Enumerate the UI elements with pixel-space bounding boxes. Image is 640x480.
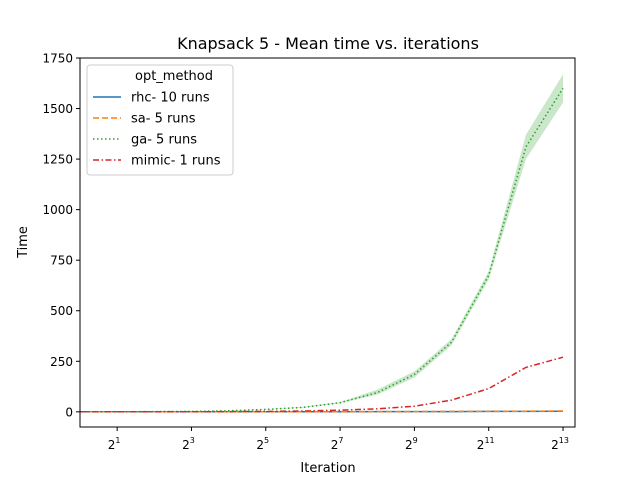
legend-title: opt_method bbox=[135, 69, 213, 84]
x-axis-label: Iteration bbox=[300, 461, 355, 476]
y-tick-label: 1250 bbox=[42, 153, 73, 167]
y-tick-label: 750 bbox=[50, 254, 73, 268]
chart-title: Knapsack 5 - Mean time vs. iterations bbox=[177, 34, 479, 53]
y-tick-label: 500 bbox=[50, 304, 73, 318]
y-tick-label: 250 bbox=[50, 355, 73, 369]
y-tick-label: 1500 bbox=[42, 102, 73, 116]
series-line-4 bbox=[80, 356, 564, 413]
legend-label: rhc- 10 runs bbox=[131, 91, 210, 106]
y-tick-label: 1750 bbox=[42, 52, 73, 66]
legend: opt_method rhc- 10 runs sa- 5 runs ga- 5 r… bbox=[86, 64, 234, 176]
y-axis: 0 250 500 750 1000 1250 1500 1750 bbox=[42, 52, 80, 419]
legend-label: mimic- 1 runs bbox=[131, 154, 221, 169]
y-tick-label: 0 bbox=[65, 405, 73, 419]
legend-box bbox=[86, 64, 234, 176]
y-tick-label: 1000 bbox=[42, 203, 73, 217]
legend-label: ga- 5 runs bbox=[131, 133, 197, 148]
y-axis-label: Time bbox=[16, 226, 31, 259]
plot-area bbox=[80, 74, 564, 413]
axes-frame bbox=[79, 57, 576, 428]
legend-label: sa- 5 runs bbox=[131, 112, 196, 127]
